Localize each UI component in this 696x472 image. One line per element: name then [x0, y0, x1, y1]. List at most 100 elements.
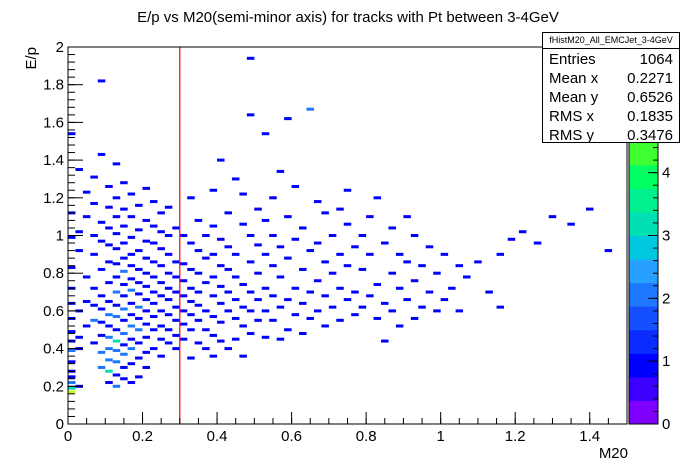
heatmap-cell: [142, 271, 151, 275]
heatmap-cell: [425, 290, 434, 294]
heatmap-cell: [142, 365, 151, 369]
x-tick-label: 1: [436, 428, 444, 445]
heatmap-cell: [321, 260, 329, 264]
stats-key: Mean y: [549, 89, 599, 106]
heatmap-cell: [164, 298, 173, 302]
heatmap-cell: [463, 275, 471, 279]
heatmap-cell: [217, 264, 225, 268]
stats-value: 0.1835: [627, 108, 673, 125]
heatmap-cell: [202, 234, 210, 237]
heatmap-cell: [358, 305, 367, 309]
heatmap-cell: [105, 205, 113, 209]
z-tick-label: 1: [662, 353, 670, 370]
heatmap-cell: [306, 249, 314, 253]
heatmap-cell: [90, 252, 98, 256]
heatmap-cell: [246, 234, 255, 237]
heatmap-cell: [112, 262, 121, 266]
heatmap-cell: [164, 271, 173, 275]
heatmap-cell: [135, 249, 143, 253]
stats-key: Mean x: [549, 70, 599, 87]
heatmap-cell: [194, 290, 203, 294]
x-tick-label: 0.2: [132, 428, 153, 445]
heatmap-cell: [75, 168, 83, 172]
heatmap-cell: [142, 186, 151, 190]
heatmap-cell: [261, 309, 270, 313]
heatmap-cell: [105, 260, 113, 264]
heatmap-cell: [246, 309, 255, 313]
heatmap-cell: [157, 247, 165, 251]
y-axis: 0 0.2 0.4 0.6 0.8 1 1.2 1.4 1.6 1.8 2: [43, 39, 83, 433]
heatmap-cell: [164, 328, 173, 332]
heatmap-cell: [82, 324, 91, 328]
heatmap-cell: [507, 237, 516, 241]
heatmap-cell: [112, 315, 121, 319]
heatmap-cell: [142, 239, 151, 243]
heatmap-cell: [209, 252, 218, 256]
heatmap-cell: [269, 294, 277, 298]
heatmap-cell: [112, 360, 121, 364]
heatmap-cell: [299, 332, 307, 336]
heatmap-cell: [90, 175, 98, 179]
heatmap-cell: [410, 234, 419, 237]
heatmap-cell: [149, 224, 158, 228]
heatmap-cell: [246, 290, 255, 294]
heatmap-cell: [373, 316, 382, 320]
heatmap-cell: [202, 347, 210, 351]
heatmap-cell: [135, 375, 143, 379]
heatmap-cell: [425, 245, 434, 249]
heatmap-cell: [127, 215, 136, 219]
heatmap-cell: [135, 267, 143, 271]
heatmap-cell: [179, 322, 188, 326]
heatmap-cell: [209, 224, 218, 228]
x-tick-label: 0.8: [356, 428, 377, 445]
heatmap-cell: [82, 299, 91, 303]
heatmap-cell: [187, 328, 195, 332]
heatmap-cell: [410, 316, 419, 320]
heatmap-cell: [336, 252, 344, 256]
heatmap-cell: [105, 313, 113, 317]
heatmap-cell: [381, 301, 389, 305]
heatmap-cell: [276, 169, 285, 173]
heatmap-cell: [105, 299, 113, 303]
heatmap-cell: [142, 309, 151, 313]
heatmap-cell: [120, 365, 128, 369]
heatmap-cells: [67, 56, 613, 394]
heatmap-cell: [496, 305, 505, 309]
heatmap-cell: [105, 358, 113, 362]
heatmap-cell: [455, 309, 464, 313]
heatmap-cell: [135, 356, 143, 360]
heatmap-cell: [67, 381, 76, 385]
z-tick-label: 2: [662, 290, 670, 307]
palette-band: [629, 400, 658, 425]
palette-band: [629, 211, 658, 236]
heatmap-cell: [224, 290, 232, 294]
heatmap-cell: [82, 275, 91, 279]
heatmap-cell: [149, 290, 158, 294]
heatmap-cell: [433, 309, 441, 313]
heatmap-cell: [157, 211, 165, 215]
heatmap-cell: [90, 201, 98, 205]
heatmap-cell: [209, 294, 218, 298]
heatmap-cell: [112, 232, 121, 236]
heatmap-cell: [157, 354, 165, 358]
heatmap-cell: [105, 184, 113, 188]
palette-band: [629, 141, 658, 166]
heatmap-cell: [313, 309, 322, 313]
heatmap-cell: [120, 332, 128, 336]
heatmap-cell: [127, 277, 136, 281]
heatmap-cell: [194, 318, 203, 322]
heatmap-cell: [254, 298, 262, 302]
heatmap-cell: [321, 211, 329, 215]
heatmap-cell: [127, 264, 136, 268]
heatmap-cell: [112, 384, 121, 388]
heatmap-cell: [254, 318, 262, 322]
heatmap-cell: [90, 234, 98, 237]
y-tick-label: 1.2: [43, 190, 64, 207]
heatmap-cell: [373, 196, 382, 200]
x-axis-label: M20: [599, 445, 628, 462]
heatmap-cell: [157, 324, 165, 328]
heatmap-cell: [149, 315, 158, 319]
heatmap-cell: [187, 196, 195, 200]
heatmap-cell: [358, 234, 367, 237]
heatmap-cell: [67, 132, 76, 136]
